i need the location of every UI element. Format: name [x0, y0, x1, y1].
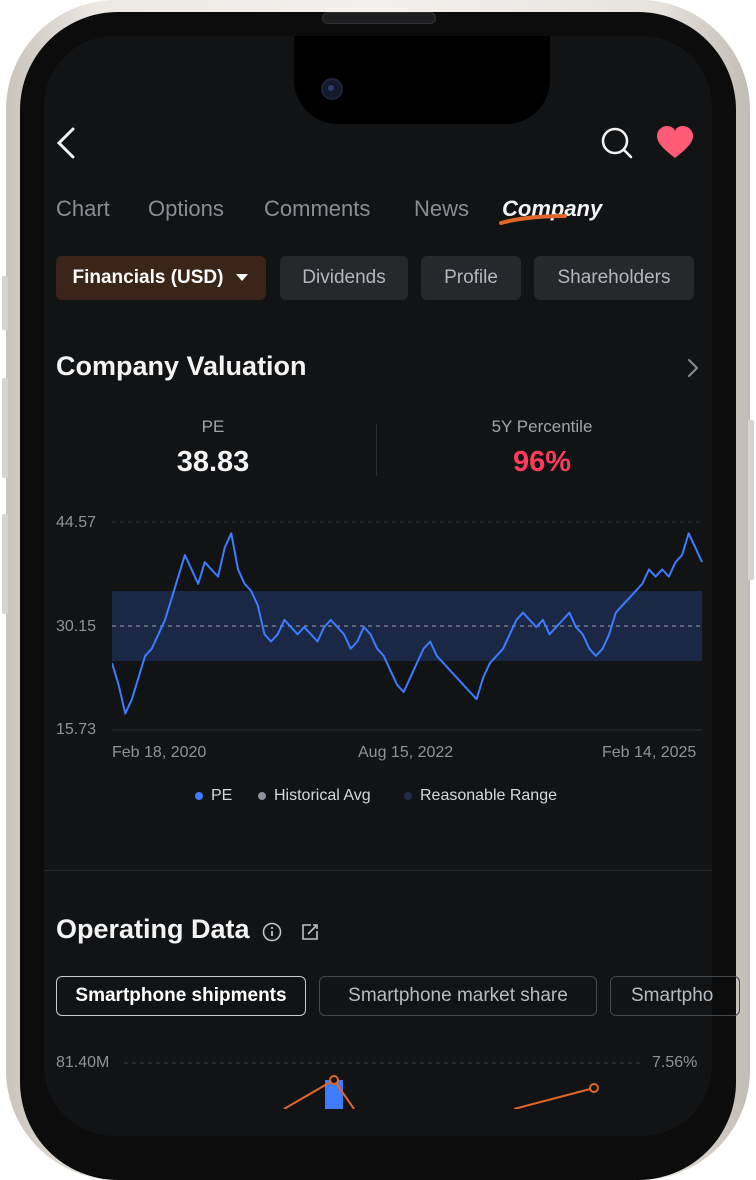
- legend-historical-avg: Historical Avg: [258, 787, 371, 805]
- pe-series-line: [112, 532, 703, 715]
- x-tick-label: Aug 15, 2022: [358, 744, 454, 761]
- legend-pe: PE: [195, 787, 232, 805]
- tab-options[interactable]: Options: [148, 196, 224, 221]
- share-icon[interactable]: [299, 921, 321, 943]
- legend-dot-range: [404, 792, 412, 800]
- market-share-line-right: [513, 1087, 595, 1109]
- back-chevron-icon[interactable]: [54, 126, 80, 160]
- chevron-right-icon[interactable]: [686, 357, 700, 379]
- market-share-line: [283, 1078, 355, 1109]
- caret-down-icon: [236, 274, 249, 281]
- tab-chart[interactable]: Chart: [56, 196, 110, 221]
- tab-news[interactable]: News: [414, 196, 470, 221]
- subtab-shareholders[interactable]: Shareholders: [534, 256, 694, 300]
- x-tick-label: Feb 14, 2025: [602, 744, 697, 761]
- right-axis-top-label: 7.56%: [652, 1054, 698, 1071]
- legend-label-range: Reasonable Range: [420, 787, 557, 804]
- favorite-heart-icon[interactable]: [656, 126, 694, 160]
- percentile-label: 5Y Percentile: [491, 417, 593, 436]
- left-axis-top-label: 81.40M: [56, 1054, 110, 1071]
- y-tick-label: 44.57: [56, 514, 97, 531]
- front-camera: [321, 78, 343, 100]
- info-icon[interactable]: [261, 921, 283, 943]
- power-button: [748, 420, 754, 580]
- tab-comments[interactable]: Comments: [264, 196, 371, 221]
- subtab-profile[interactable]: Profile: [421, 256, 521, 300]
- percentile-value: 96%: [512, 446, 572, 478]
- pe-chart: [112, 521, 703, 731]
- legend-label-pe: PE: [211, 787, 233, 804]
- subtab-dividends[interactable]: Dividends: [280, 256, 408, 300]
- x-tick-label: Feb 18, 2020: [112, 744, 207, 761]
- app-screen: [44, 36, 712, 1136]
- option-smartphone-market-share[interactable]: Smartphone market share: [319, 976, 597, 1016]
- app-content: Chart Options Comments News Company Fina…: [44, 0, 740, 1109]
- operating-chart-preview: [124, 1062, 644, 1109]
- section-divider: [44, 870, 712, 871]
- mute-switch: [2, 276, 8, 330]
- market-share-point: [329, 1075, 339, 1085]
- market-share-point-right: [589, 1083, 599, 1093]
- subtab-financials[interactable]: Financials (USD): [56, 256, 266, 300]
- legend-label-avg: Historical Avg: [274, 787, 371, 804]
- option-smartphone-shipments[interactable]: Smartphone shipments: [56, 976, 306, 1016]
- company-valuation-title: Company Valuation: [56, 351, 307, 381]
- operating-data-title: Operating Data: [56, 914, 250, 944]
- option-smartphone-more[interactable]: Smartpho: [610, 976, 740, 1016]
- active-tab-underline: [499, 214, 567, 225]
- legend-reasonable-range: Reasonable Range: [404, 787, 557, 805]
- stat-divider: [376, 424, 377, 476]
- earpiece-speaker: [322, 12, 436, 24]
- search-icon[interactable]: [600, 126, 634, 160]
- subtab-financials-label: Financials (USD): [72, 267, 224, 288]
- volume-up-button: [2, 378, 8, 478]
- pe-value: 38.83: [176, 446, 250, 478]
- legend-dot-avg: [258, 792, 266, 800]
- volume-down-button: [2, 514, 8, 614]
- legend-dot-pe: [195, 792, 203, 800]
- y-tick-label: 30.15: [56, 618, 97, 635]
- pe-label: PE: [201, 417, 225, 436]
- y-tick-label: 15.73: [56, 721, 97, 738]
